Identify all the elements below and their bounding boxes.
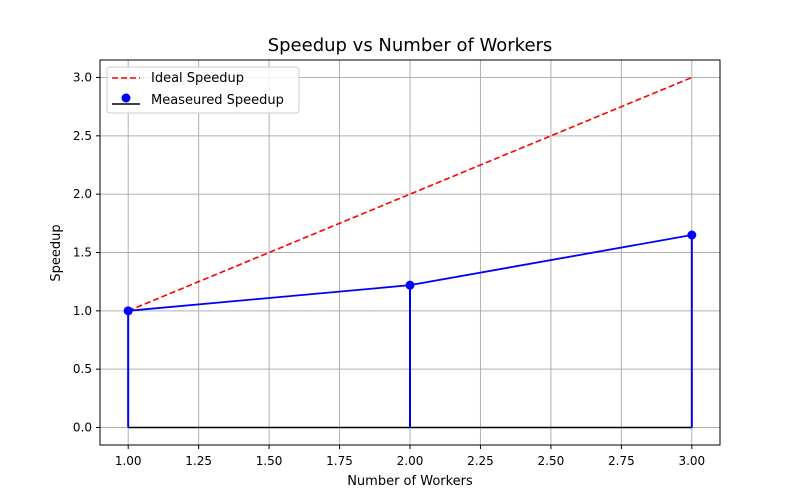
ideal-speedup-line <box>127 76 693 312</box>
measured-speedup-point <box>123 306 133 316</box>
y-tick-label: 0.5 <box>73 362 92 376</box>
x-tick-label: 1.50 <box>256 454 283 468</box>
legend-measured-swatch-marker <box>121 93 131 103</box>
x-axis-label: Number of Workers <box>347 474 473 489</box>
y-tick-label: 2.5 <box>73 129 92 143</box>
x-tick-label: 2.25 <box>467 454 494 468</box>
legend: Ideal Speedup Measeured Speedup <box>106 66 300 114</box>
y-tick-label: 0.0 <box>73 421 92 435</box>
x-tick-label: 1.25 <box>185 454 212 468</box>
y-tick-label: 3.0 <box>73 71 92 85</box>
y-axis-label: Speedup <box>49 224 64 281</box>
legend-measured-label: Measeured Speedup <box>151 93 284 108</box>
chart-title: Speedup vs Number of Workers <box>268 35 553 56</box>
x-tick-label: 2.75 <box>608 454 635 468</box>
grid-layer <box>100 60 720 445</box>
y-tick-label: 1.5 <box>73 246 92 260</box>
legend-ideal-label: Ideal Speedup <box>151 71 244 86</box>
x-tick-label: 1.00 <box>115 454 142 468</box>
y-tick-label: 2.0 <box>73 187 92 201</box>
x-tick-label: 2.50 <box>538 454 565 468</box>
measured-speedup-point <box>405 280 415 290</box>
y-tick-label: 1.0 <box>73 304 92 318</box>
legend-box <box>106 66 300 114</box>
x-tick-label: 3.00 <box>678 454 705 468</box>
series-layer <box>123 76 697 429</box>
measured-speedup-point <box>687 230 697 240</box>
x-tick-label: 2.00 <box>397 454 424 468</box>
tick-layer: 1.00 1.25 1.50 1.75 2.00 2.25 2.50 2.75 3.00 0.0 0… <box>73 71 705 469</box>
x-tick-label: 1.75 <box>326 454 353 468</box>
